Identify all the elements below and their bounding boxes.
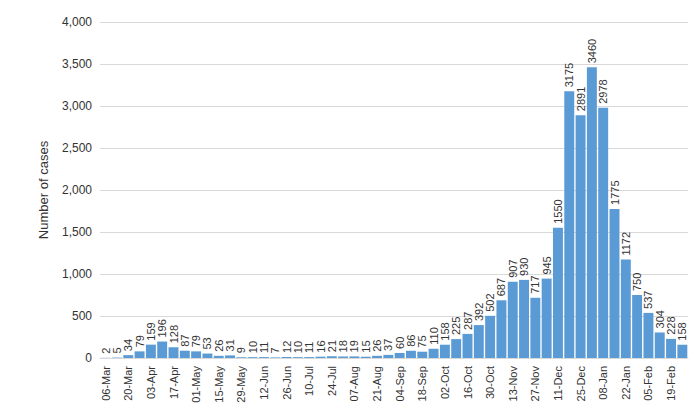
svg-text:26-Jun: 26-Jun <box>281 366 293 400</box>
svg-text:26: 26 <box>213 340 225 352</box>
svg-text:2978: 2978 <box>597 79 609 103</box>
svg-text:2891: 2891 <box>575 87 587 111</box>
svg-text:02-Oct: 02-Oct <box>439 366 451 399</box>
svg-text:10-Jul: 10-Jul <box>303 366 315 396</box>
svg-text:01-May: 01-May <box>190 366 202 403</box>
svg-text:2,000: 2,000 <box>62 183 92 197</box>
svg-text:22-Jan: 22-Jan <box>620 366 632 400</box>
svg-text:26: 26 <box>371 340 383 352</box>
svg-text:158: 158 <box>676 322 688 340</box>
svg-text:79: 79 <box>190 335 202 347</box>
svg-text:228: 228 <box>665 316 677 334</box>
svg-text:31: 31 <box>224 339 236 351</box>
svg-text:29-May: 29-May <box>235 366 247 403</box>
svg-text:945: 945 <box>541 256 553 274</box>
svg-text:225: 225 <box>450 317 462 335</box>
svg-text:19-Feb: 19-Feb <box>665 366 677 401</box>
svg-text:9: 9 <box>235 347 247 353</box>
svg-text:907: 907 <box>507 259 519 277</box>
svg-text:79: 79 <box>134 335 146 347</box>
svg-text:392: 392 <box>473 303 485 321</box>
svg-text:37: 37 <box>382 339 394 351</box>
svg-text:11-Dec: 11-Dec <box>552 366 564 401</box>
svg-text:20-Mar: 20-Mar <box>122 366 134 401</box>
svg-text:03-Apr: 03-Apr <box>145 366 157 399</box>
svg-text:159: 159 <box>145 322 157 340</box>
svg-text:30-Oct: 30-Oct <box>484 366 496 399</box>
svg-text:128: 128 <box>168 325 180 343</box>
svg-text:07-Aug: 07-Aug <box>348 366 360 401</box>
svg-text:500: 500 <box>72 309 92 323</box>
svg-text:1,000: 1,000 <box>62 267 92 281</box>
svg-text:7: 7 <box>269 347 281 353</box>
svg-text:34: 34 <box>122 339 134 351</box>
svg-text:86: 86 <box>405 335 417 347</box>
svg-text:24-Jul: 24-Jul <box>326 366 338 396</box>
svg-text:06-Mar: 06-Mar <box>100 366 112 401</box>
svg-text:60: 60 <box>394 337 406 349</box>
svg-text:3175: 3175 <box>563 63 575 87</box>
svg-text:87: 87 <box>179 334 191 346</box>
svg-text:0: 0 <box>85 351 92 365</box>
svg-text:287: 287 <box>462 312 474 330</box>
svg-text:110: 110 <box>428 327 440 345</box>
svg-text:1,500: 1,500 <box>62 225 92 239</box>
svg-text:18-Sep: 18-Sep <box>416 366 428 401</box>
svg-text:16-Oct: 16-Oct <box>462 366 474 399</box>
svg-text:687: 687 <box>495 278 507 296</box>
svg-text:12-Jun: 12-Jun <box>258 366 270 400</box>
svg-text:3,000: 3,000 <box>62 99 92 113</box>
svg-text:19: 19 <box>348 340 360 352</box>
svg-text:3,500: 3,500 <box>62 57 92 71</box>
svg-text:11: 11 <box>258 342 270 353</box>
svg-text:25-Dec: 25-Dec <box>575 366 587 402</box>
svg-text:17-Apr: 17-Apr <box>168 366 180 399</box>
svg-text:3460: 3460 <box>586 39 598 63</box>
svg-text:08-Jan: 08-Jan <box>597 366 609 400</box>
svg-text:4,000: 4,000 <box>62 15 92 29</box>
svg-text:53: 53 <box>201 337 213 349</box>
svg-text:10: 10 <box>292 341 304 353</box>
svg-text:1550: 1550 <box>552 199 564 223</box>
svg-text:158: 158 <box>439 322 451 340</box>
svg-text:11: 11 <box>303 342 315 353</box>
svg-text:21: 21 <box>326 340 338 352</box>
svg-text:196: 196 <box>156 319 168 337</box>
svg-text:2: 2 <box>100 348 112 354</box>
svg-text:27-Nov: 27-Nov <box>529 366 541 402</box>
svg-text:15-May: 15-May <box>213 366 225 403</box>
svg-text:2,500: 2,500 <box>62 141 92 155</box>
svg-text:750: 750 <box>631 273 643 291</box>
svg-text:1172: 1172 <box>620 232 632 256</box>
svg-text:537: 537 <box>642 291 654 309</box>
svg-text:04-Sep: 04-Sep <box>394 366 406 401</box>
svg-text:10: 10 <box>247 341 259 353</box>
svg-text:15: 15 <box>360 340 372 352</box>
svg-text:304: 304 <box>654 310 666 328</box>
svg-text:13-Nov: 13-Nov <box>507 366 519 402</box>
svg-text:05-Feb: 05-Feb <box>642 366 654 401</box>
svg-text:16: 16 <box>315 340 327 352</box>
svg-text:12: 12 <box>281 341 293 353</box>
svg-text:Number of cases: Number of cases <box>36 140 51 239</box>
svg-text:5: 5 <box>111 347 123 353</box>
svg-text:18: 18 <box>337 340 349 352</box>
svg-text:21-Aug: 21-Aug <box>371 366 383 401</box>
svg-text:1775: 1775 <box>609 180 621 204</box>
svg-text:717: 717 <box>529 275 541 293</box>
svg-text:930: 930 <box>518 258 530 276</box>
svg-text:75: 75 <box>416 335 428 347</box>
svg-text:502: 502 <box>484 293 496 311</box>
